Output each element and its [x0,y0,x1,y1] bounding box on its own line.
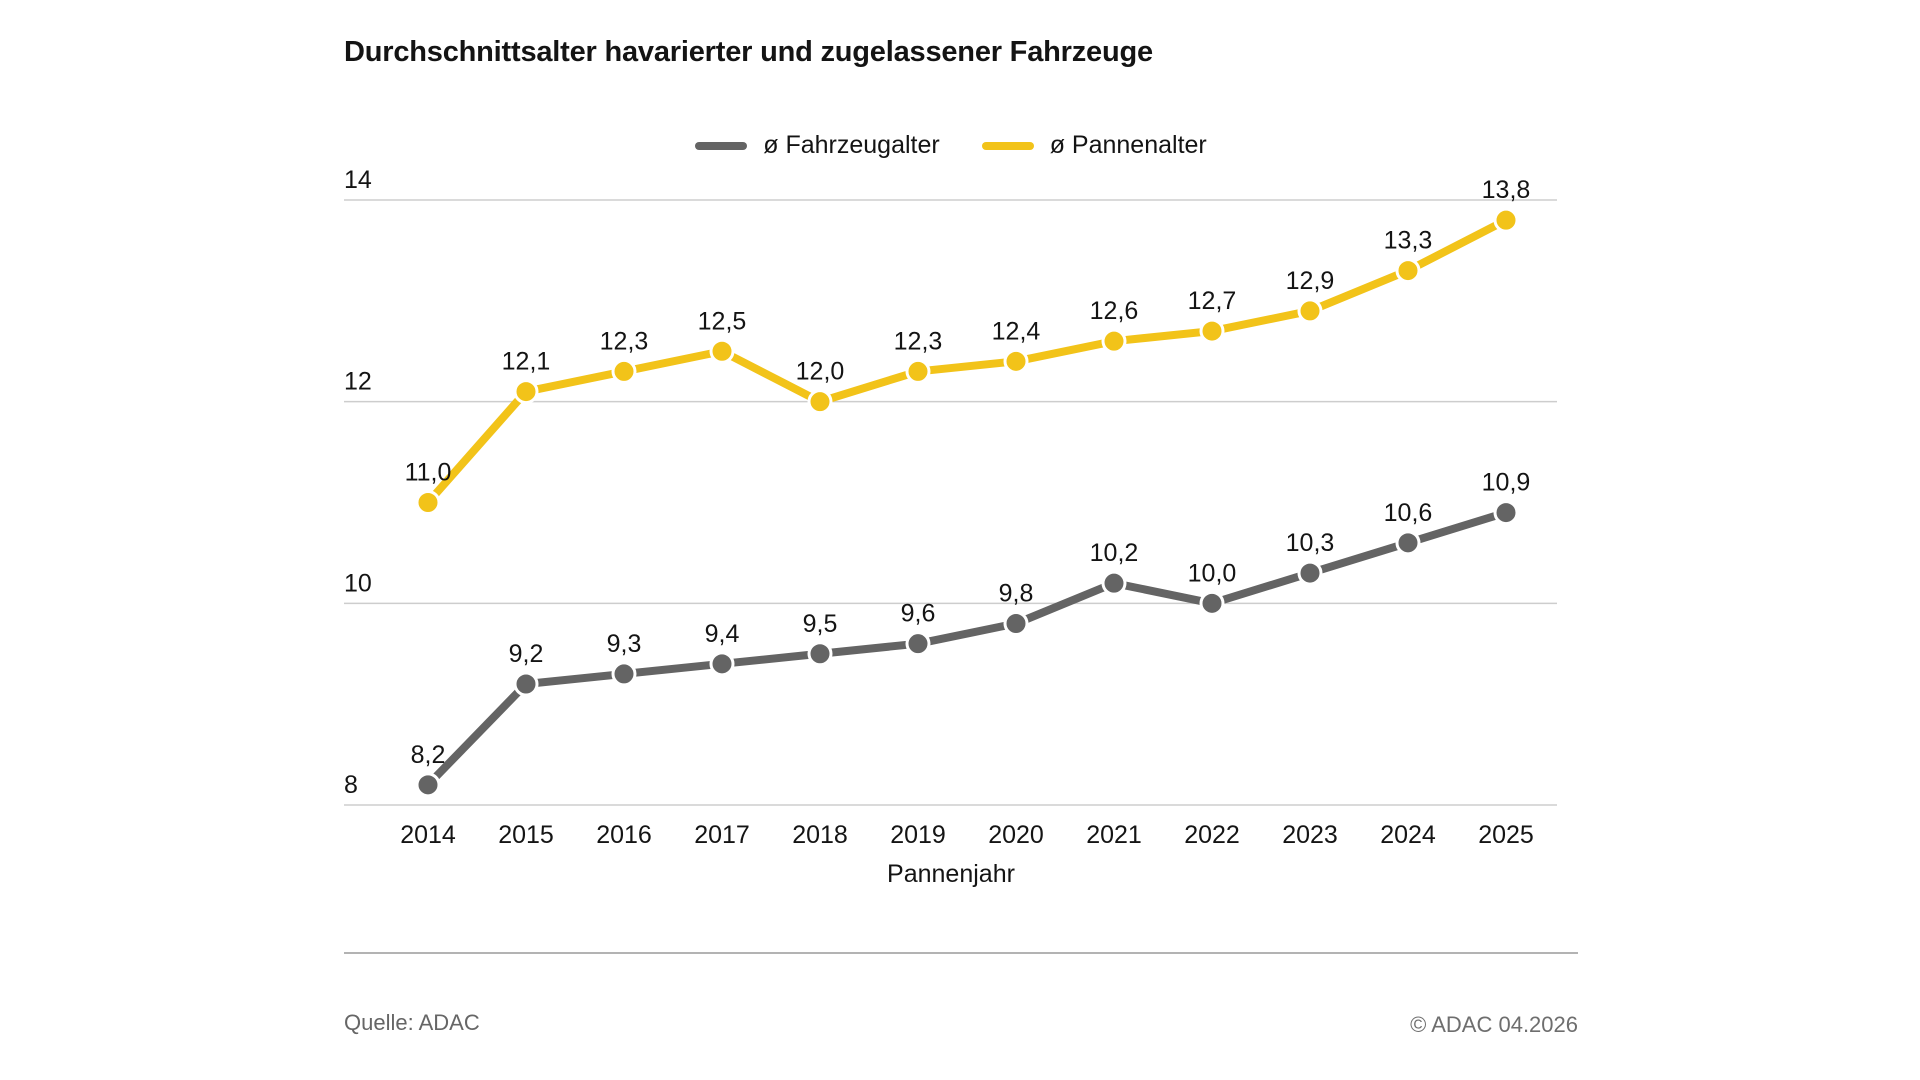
x-axis-tick-label: 2019 [890,821,946,849]
data-point [807,389,833,415]
data-point [1493,500,1519,526]
x-axis-tick-label: 2016 [596,821,652,849]
chart-legend: ø Fahrzeugalter ø Pannenalter [344,131,1558,160]
data-point-value-label: 12,6 [1090,297,1139,325]
x-axis-tick-label: 2020 [988,821,1044,849]
data-point [415,772,441,798]
data-point-value-label: 12,4 [992,317,1041,345]
data-point-value-label: 10,3 [1286,529,1335,557]
data-point [1297,298,1323,324]
data-point [1199,318,1225,344]
data-point [1101,328,1127,354]
data-point [905,358,931,384]
legend-label-fahrzeugalter: ø Fahrzeugalter [763,131,940,159]
data-point-value-label: 9,6 [901,600,936,628]
x-axis-tick-label: 2018 [792,821,848,849]
y-axis-tick-label: 12 [344,368,372,396]
x-axis-tick-label: 2024 [1380,821,1436,849]
series-line-fahrzeugalter [424,508,1510,789]
x-axis-tick-label: 2021 [1086,821,1142,849]
legend-item-fahrzeugalter: ø Fahrzeugalter [695,131,940,160]
data-point [1003,348,1029,374]
data-point-value-label: 9,3 [607,630,642,658]
pannenalter-line-swatch-icon [981,141,1034,150]
data-point-value-label: 13,3 [1384,227,1433,255]
data-point [1297,560,1323,586]
data-point [513,379,539,405]
data-point-value-label: 12,3 [600,327,649,355]
data-point [415,490,441,515]
data-point [611,358,637,384]
data-point [709,338,735,364]
chart-title: Durchschnittsalter havarierter und zugel… [344,36,1153,68]
data-point [513,671,539,697]
data-point [709,651,735,677]
y-axis-tick-label: 14 [344,166,372,194]
legend-item-pannenalter: ø Pannenalter [981,131,1207,160]
x-axis-tick-label: 2022 [1184,821,1240,849]
footer-source-text: Quelle: ADAC [344,1010,480,1035]
data-point-value-label: 12,1 [502,348,551,376]
footer-copyright-text: © ADAC 04.2026 [1410,1012,1578,1037]
data-point [1493,207,1519,233]
y-axis-tick-label: 8 [344,771,358,799]
data-point-value-label: 13,8 [1482,176,1531,204]
data-point [1395,530,1421,556]
data-point-value-label: 12,9 [1286,267,1335,295]
data-point-value-label: 11,0 [405,459,452,487]
x-axis-tick-label: 2017 [694,821,750,849]
x-axis-tick-label: 2023 [1282,821,1338,849]
data-point-value-label: 8,2 [411,741,446,769]
data-point [1003,611,1029,636]
data-point-value-label: 9,2 [509,640,544,668]
x-axis-tick-label: 2014 [400,821,456,849]
data-point [611,661,637,687]
data-point [1101,570,1127,596]
data-point-value-label: 10,2 [1090,539,1139,567]
data-point [1199,590,1225,616]
data-point-value-label: 9,8 [999,580,1034,608]
legend-label-pannenalter: ø Pannenalter [1049,131,1207,159]
x-axis-title: Pannenjahr [887,860,1015,888]
data-point [905,631,931,657]
data-point [1395,258,1421,284]
data-point-value-label: 9,5 [803,610,838,638]
x-axis-tick-label: 2025 [1478,821,1534,849]
data-point-value-label: 9,4 [705,620,740,648]
series-line-pannenalter [424,216,1510,507]
data-point-value-label: 10,0 [1188,559,1237,587]
data-point-value-label: 10,6 [1384,499,1433,527]
y-axis-tick-label: 10 [344,569,372,597]
data-point [807,641,833,667]
x-axis-tick-label: 2015 [498,821,554,849]
data-point-value-label: 12,3 [894,327,943,355]
data-point-value-label: 10,9 [1482,469,1531,497]
data-point-value-label: 12,0 [796,358,845,386]
footer-divider-line [344,952,1578,954]
fahrzeugalter-line-swatch-icon [695,141,748,150]
data-point-value-label: 12,5 [698,307,747,335]
data-point-value-label: 12,7 [1188,287,1237,315]
